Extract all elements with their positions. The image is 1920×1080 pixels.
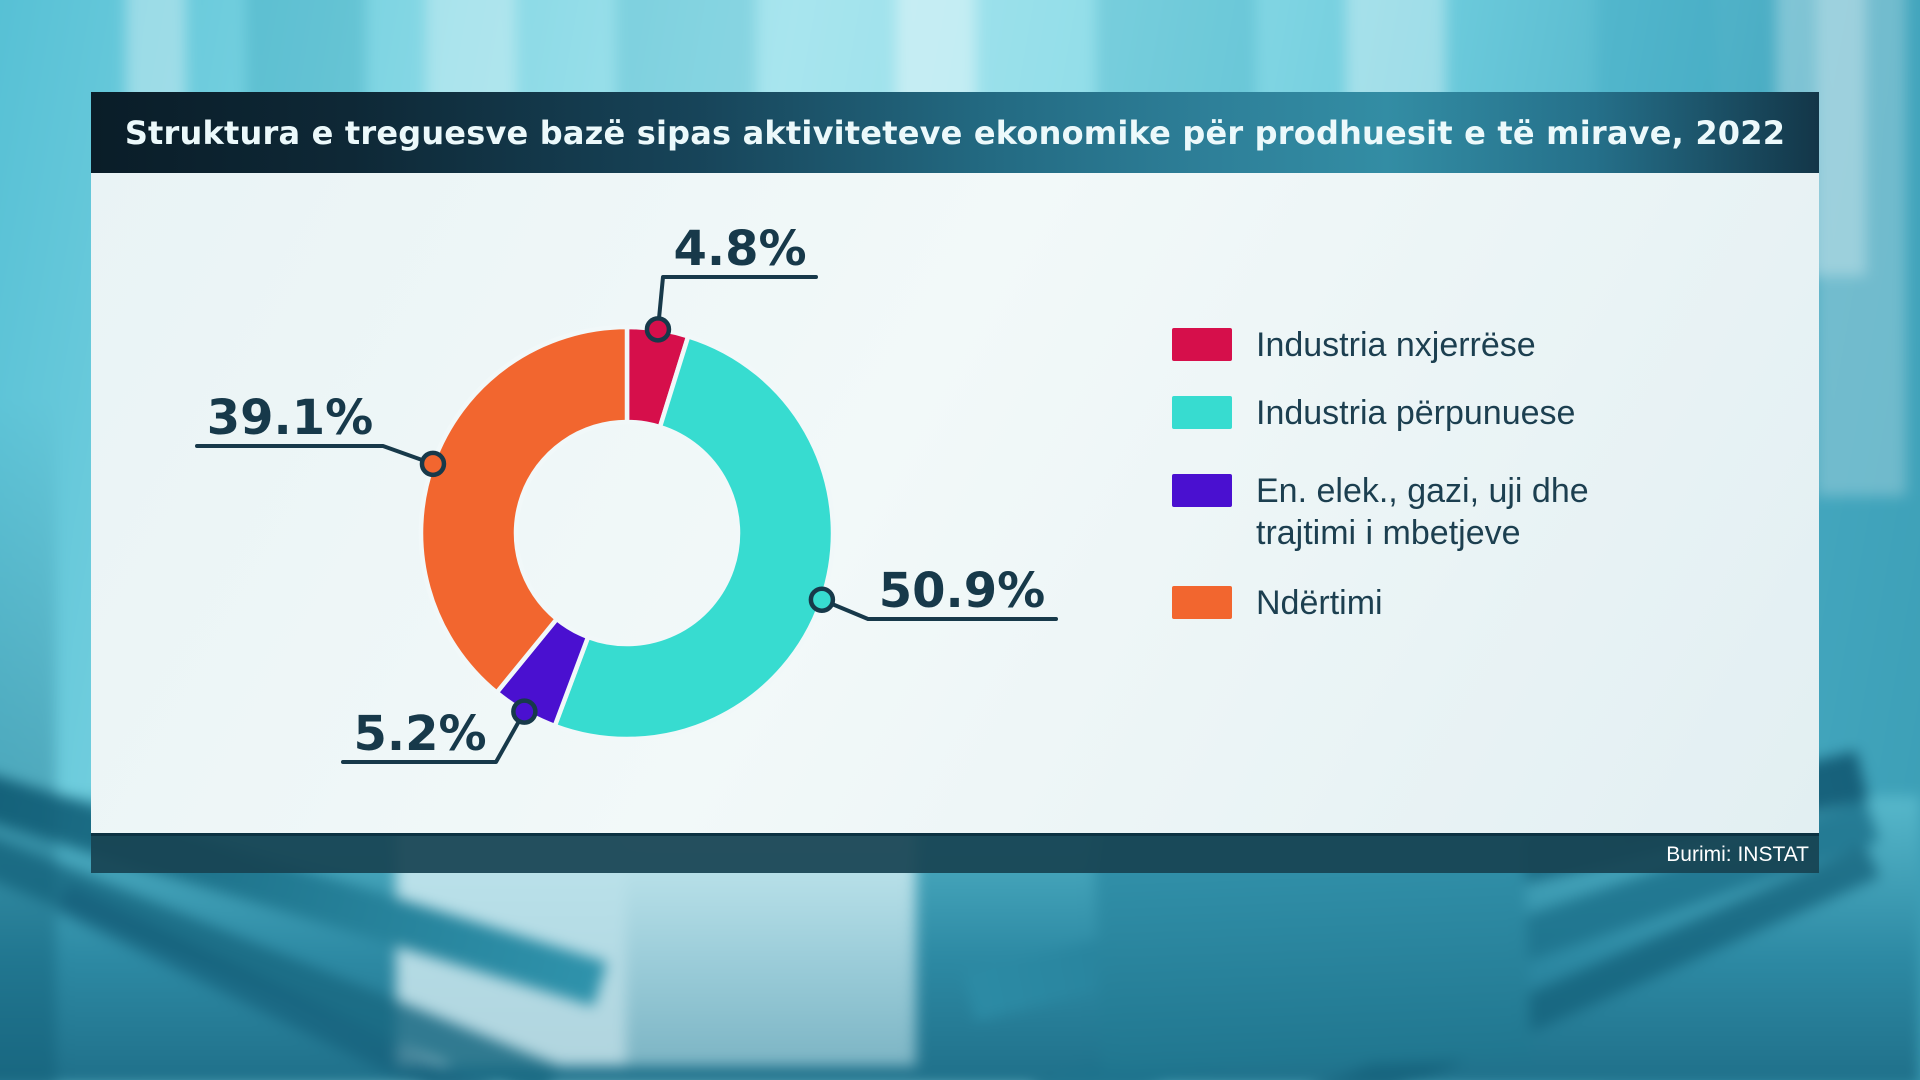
bg-shade <box>0 396 56 1080</box>
chart-title: Struktura e treguesve bazë sipas aktivit… <box>124 113 1786 152</box>
legend-swatch <box>1172 474 1232 507</box>
legend-swatch <box>1172 586 1232 619</box>
bg-light-band <box>1816 0 1906 496</box>
legend-label: Ndërtimi <box>1256 584 1383 622</box>
chart-legend: Industria nxjerrëse Industria përpunuese E… <box>1172 324 1589 624</box>
chart-title-bar: Struktura e treguesve bazë sipas aktivit… <box>91 92 1819 173</box>
legend-item: Industria përpunuese <box>1172 392 1589 434</box>
source-bar: Burimi: INSTAT <box>91 833 1819 873</box>
source-text: Burimi: INSTAT <box>1666 842 1809 866</box>
legend-label: Industria përpunuese <box>1256 394 1576 432</box>
legend-item: Industria nxjerrëse <box>1172 324 1589 366</box>
legend-label: Industria nxjerrëse <box>1256 326 1536 364</box>
legend-swatch <box>1172 328 1232 361</box>
legend-item: Ndërtimi <box>1172 582 1589 624</box>
legend-label: En. elek., gazi, uji dhe trajtimi i mbet… <box>1256 472 1589 552</box>
legend-swatch <box>1172 396 1232 429</box>
legend-item: En. elek., gazi, uji dhe trajtimi i mbet… <box>1172 470 1589 554</box>
